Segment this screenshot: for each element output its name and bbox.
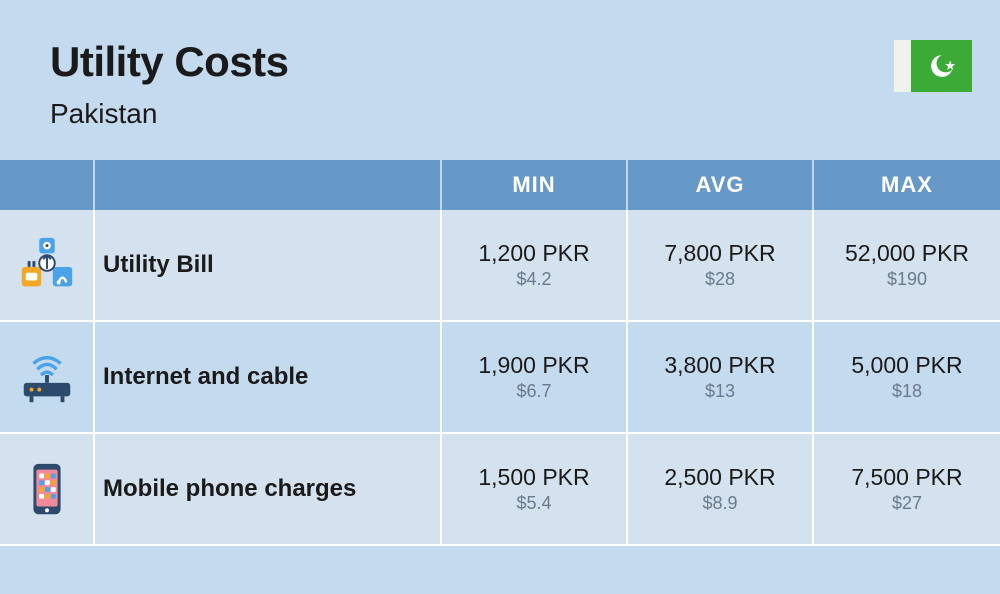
cost-table: MIN AVG MAX bbox=[0, 160, 1000, 546]
cell-avg: 7,800 PKR $28 bbox=[628, 210, 814, 320]
page-title: Utility Costs bbox=[50, 38, 950, 86]
page-root: Utility Costs Pakistan MIN AVG MAX bbox=[0, 0, 1000, 594]
phone-icon bbox=[16, 458, 78, 520]
router-icon bbox=[16, 346, 78, 408]
cell-max: 52,000 PKR $190 bbox=[814, 210, 1000, 320]
page-subtitle: Pakistan bbox=[50, 98, 950, 130]
th-empty-icon bbox=[0, 160, 95, 210]
value-secondary: $4.2 bbox=[516, 269, 551, 290]
value-primary: 5,000 PKR bbox=[851, 352, 962, 379]
value-secondary: $13 bbox=[705, 381, 735, 402]
flag-field bbox=[911, 40, 972, 92]
row-label: Utility Bill bbox=[95, 210, 442, 320]
value-secondary: $190 bbox=[887, 269, 927, 290]
header: Utility Costs Pakistan bbox=[0, 0, 1000, 160]
th-empty-label bbox=[95, 160, 442, 210]
value-secondary: $18 bbox=[892, 381, 922, 402]
cell-min: 1,200 PKR $4.2 bbox=[442, 210, 628, 320]
table-row: Mobile phone charges 1,500 PKR $5.4 2,50… bbox=[0, 434, 1000, 546]
value-secondary: $6.7 bbox=[516, 381, 551, 402]
cell-min: 1,500 PKR $5.4 bbox=[442, 434, 628, 544]
th-max: MAX bbox=[814, 160, 1000, 210]
cell-avg: 3,800 PKR $13 bbox=[628, 322, 814, 432]
row-icon-cell bbox=[0, 210, 95, 320]
value-secondary: $5.4 bbox=[516, 493, 551, 514]
flag-stripe bbox=[894, 40, 911, 92]
table-row: Internet and cable 1,900 PKR $6.7 3,800 … bbox=[0, 322, 1000, 434]
value-primary: 1,500 PKR bbox=[478, 464, 589, 491]
table-row: Utility Bill 1,200 PKR $4.2 7,800 PKR $2… bbox=[0, 210, 1000, 322]
th-min: MIN bbox=[442, 160, 628, 210]
cell-max: 5,000 PKR $18 bbox=[814, 322, 1000, 432]
row-icon-cell bbox=[0, 434, 95, 544]
value-secondary: $8.9 bbox=[702, 493, 737, 514]
cell-avg: 2,500 PKR $8.9 bbox=[628, 434, 814, 544]
row-label: Internet and cable bbox=[95, 322, 442, 432]
row-label: Mobile phone charges bbox=[95, 434, 442, 544]
cell-min: 1,900 PKR $6.7 bbox=[442, 322, 628, 432]
value-primary: 7,800 PKR bbox=[664, 240, 775, 267]
value-primary: 7,500 PKR bbox=[851, 464, 962, 491]
th-avg: AVG bbox=[628, 160, 814, 210]
flag-pakistan bbox=[894, 40, 972, 92]
value-primary: 1,200 PKR bbox=[478, 240, 589, 267]
value-primary: 2,500 PKR bbox=[664, 464, 775, 491]
utility-icon bbox=[16, 234, 78, 296]
value-secondary: $27 bbox=[892, 493, 922, 514]
crescent-star-icon bbox=[920, 48, 963, 84]
table-header: MIN AVG MAX bbox=[0, 160, 1000, 210]
value-secondary: $28 bbox=[705, 269, 735, 290]
value-primary: 1,900 PKR bbox=[478, 352, 589, 379]
cell-max: 7,500 PKR $27 bbox=[814, 434, 1000, 544]
value-primary: 3,800 PKR bbox=[664, 352, 775, 379]
row-icon-cell bbox=[0, 322, 95, 432]
value-primary: 52,000 PKR bbox=[845, 240, 969, 267]
